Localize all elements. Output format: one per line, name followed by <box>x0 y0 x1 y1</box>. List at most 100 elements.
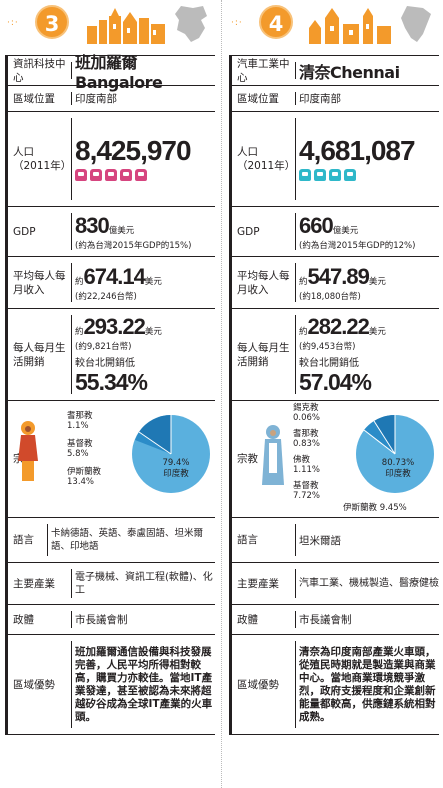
gdp-label: GDP <box>229 207 293 256</box>
region-label: 區域位置 <box>229 86 293 111</box>
region-value: 印度南部 <box>299 93 341 105</box>
income-value: 674.14 <box>83 263 146 289</box>
person-icon <box>329 169 341 181</box>
bangalore-skyline-icon <box>87 8 165 44</box>
industry-label: 主要產業 <box>229 563 293 604</box>
income-row: 平均每人每月收入 約547.89美元 (約18,080台幣) <box>229 256 439 308</box>
bangalore-column: ·:· 3 資訊科技中心 班加羅爾 Bangalore 區域位置 印度南部 <box>5 0 215 788</box>
income-note: (約18,080台幣) <box>299 291 361 302</box>
pie-main-percent: 80.73% <box>382 458 414 468</box>
language-label: 語言 <box>5 518 43 562</box>
cost-row: 每人每月生活開銷 約282.22美元 (約9,453台幣) 較台北開銷低 57.… <box>229 308 439 400</box>
region-label: 區域位置 <box>5 86 69 111</box>
gdp-note: (約為台灣2015年GDP的15%) <box>75 240 192 251</box>
gdp-value: 830 <box>75 212 110 238</box>
chennai-column: ·:· 4 汽車工業中心 清奈Chennai 區域位置 印度南部 <box>229 0 439 788</box>
income-label: 平均每人每月收入 <box>5 257 69 308</box>
cost-unit: 美元 <box>144 326 162 337</box>
politics-row: 政體 市長議會制 <box>5 604 215 634</box>
column-header: ·:· 3 <box>5 0 215 52</box>
gdp-row: GDP 660億美元 (約為台灣2015年GDP的12%) <box>229 206 439 256</box>
politics-value: 市長議會制 <box>299 614 352 626</box>
population-year-label: （2011年） <box>237 160 296 172</box>
cost-compare: 較台北開銷低 <box>299 357 359 369</box>
advantage-label: 區域優勢 <box>5 635 69 734</box>
person-figure-icon <box>262 425 284 485</box>
income-prefix: 約 <box>75 276 84 287</box>
politics-row: 政體 市長議會制 <box>229 604 439 634</box>
population-year-label: （2011年） <box>13 160 72 172</box>
cost-label: 每人每月生活開銷 <box>229 309 293 400</box>
gdp-note: (約為台灣2015年GDP的12%) <box>299 240 416 251</box>
language-row: 語言 卡納德語、英語、泰盧固語、坦米爾語、印地語 <box>5 517 215 562</box>
person-icon <box>90 169 102 181</box>
column-header: ·:· 4 <box>229 0 439 52</box>
city-name: 清奈Chennai <box>299 62 400 82</box>
population-row: 人口 （2011年） 4,681,087 <box>229 111 439 206</box>
pie-main-percent: 79.4% <box>162 458 189 468</box>
income-unit: 美元 <box>368 276 386 287</box>
religion-item-1: 基督教 5.8% <box>67 439 93 459</box>
politics-label: 政體 <box>229 605 293 634</box>
religion-item-2: 佛教 1.11% <box>293 455 321 475</box>
gdp-unit: 億美元 <box>108 225 135 236</box>
region-value: 印度南部 <box>75 93 117 105</box>
advantage-row: 區域優勢 班加羅爾通信設備與科技發展完善，人民平均所得相對較高，購買力亦較佳。當… <box>5 634 215 734</box>
language-value: 坦米爾語 <box>299 534 341 547</box>
religion-item-3: 基督教 7.72% <box>293 481 321 501</box>
religion-item-0: 耆那教 1.1% <box>67 411 93 431</box>
population-value: 8,425,970 <box>75 135 192 166</box>
gdp-value: 660 <box>299 212 334 238</box>
function-row: 資訊科技中心 班加羅爾 Bangalore <box>5 53 215 92</box>
person-icon <box>135 169 147 181</box>
rank-badge: 3 <box>35 5 69 39</box>
income-label: 平均每人每月收入 <box>229 257 293 308</box>
cost-percent: 57.04% <box>299 368 372 395</box>
religion-pie-chart: 80.73% 印度教 <box>356 414 434 493</box>
karnataka-map-icon <box>175 6 207 42</box>
person-icon <box>314 169 326 181</box>
function-label: 資訊科技中心 <box>5 56 69 85</box>
cost-note: (約9,821台幣) <box>75 341 132 352</box>
income-prefix: 約 <box>299 276 308 287</box>
pie-main-name: 印度教 <box>163 468 189 479</box>
cost-percent: 55.34% <box>75 368 148 395</box>
population-row: 人口 （2011年） 8,425,970 <box>5 111 215 206</box>
dotted-arrow-icon: ·:· <box>7 18 19 28</box>
advantage-value: 班加羅爾通信設備與科技發展完善，人民平均所得相對較高，購買力亦較佳。當地IT產業… <box>75 645 213 723</box>
industry-value: 電子機械、資訊工程(軟體)、化工 <box>75 571 213 596</box>
language-value: 卡納德語、英語、泰盧固語、坦米爾語、印地語 <box>51 528 204 552</box>
income-note: (約22,246台幣) <box>75 291 137 302</box>
religion-item-1: 耆那教 0.83% <box>293 429 321 449</box>
population-label: 人口 <box>13 146 34 158</box>
cost-note: (約9,453台幣) <box>299 341 356 352</box>
cost-value: 282.22 <box>307 313 370 339</box>
function-row: 汽車工業中心 清奈Chennai <box>229 55 439 85</box>
cost-compare: 較台北開銷低 <box>75 357 135 369</box>
population-label: 人口 <box>237 146 258 158</box>
dotted-arrow-icon: ·:· <box>231 18 243 28</box>
gdp-row: GDP 830億美元 (約為台灣2015年GDP的15%) <box>5 206 215 256</box>
person-icon <box>75 169 87 181</box>
income-row: 平均每人每月收入 約674.14美元 (約22,246台幣) <box>5 256 215 308</box>
cost-value: 293.22 <box>83 313 146 339</box>
cost-unit: 美元 <box>368 326 386 337</box>
chennai-skyline-icon <box>309 8 391 44</box>
person-figure-icon <box>18 421 38 481</box>
language-label: 語言 <box>229 518 293 562</box>
function-label: 汽車工業中心 <box>229 56 293 85</box>
cost-prefix: 約 <box>299 326 308 337</box>
religion-label: 宗教 <box>229 401 259 517</box>
politics-value: 市長議會制 <box>75 614 128 626</box>
gdp-unit: 億美元 <box>332 225 359 236</box>
cost-label: 每人每月生活開銷 <box>5 309 69 400</box>
region-row: 區域位置 印度南部 <box>229 85 439 111</box>
person-icon <box>105 169 117 181</box>
person-icon <box>120 169 132 181</box>
politics-label: 政體 <box>5 605 69 634</box>
religion-pie-chart: 79.4% 印度教 <box>132 415 210 493</box>
region-row: 區域位置 印度南部 <box>5 85 215 111</box>
people-icons <box>299 169 399 181</box>
tamil-nadu-map-icon <box>401 6 431 42</box>
